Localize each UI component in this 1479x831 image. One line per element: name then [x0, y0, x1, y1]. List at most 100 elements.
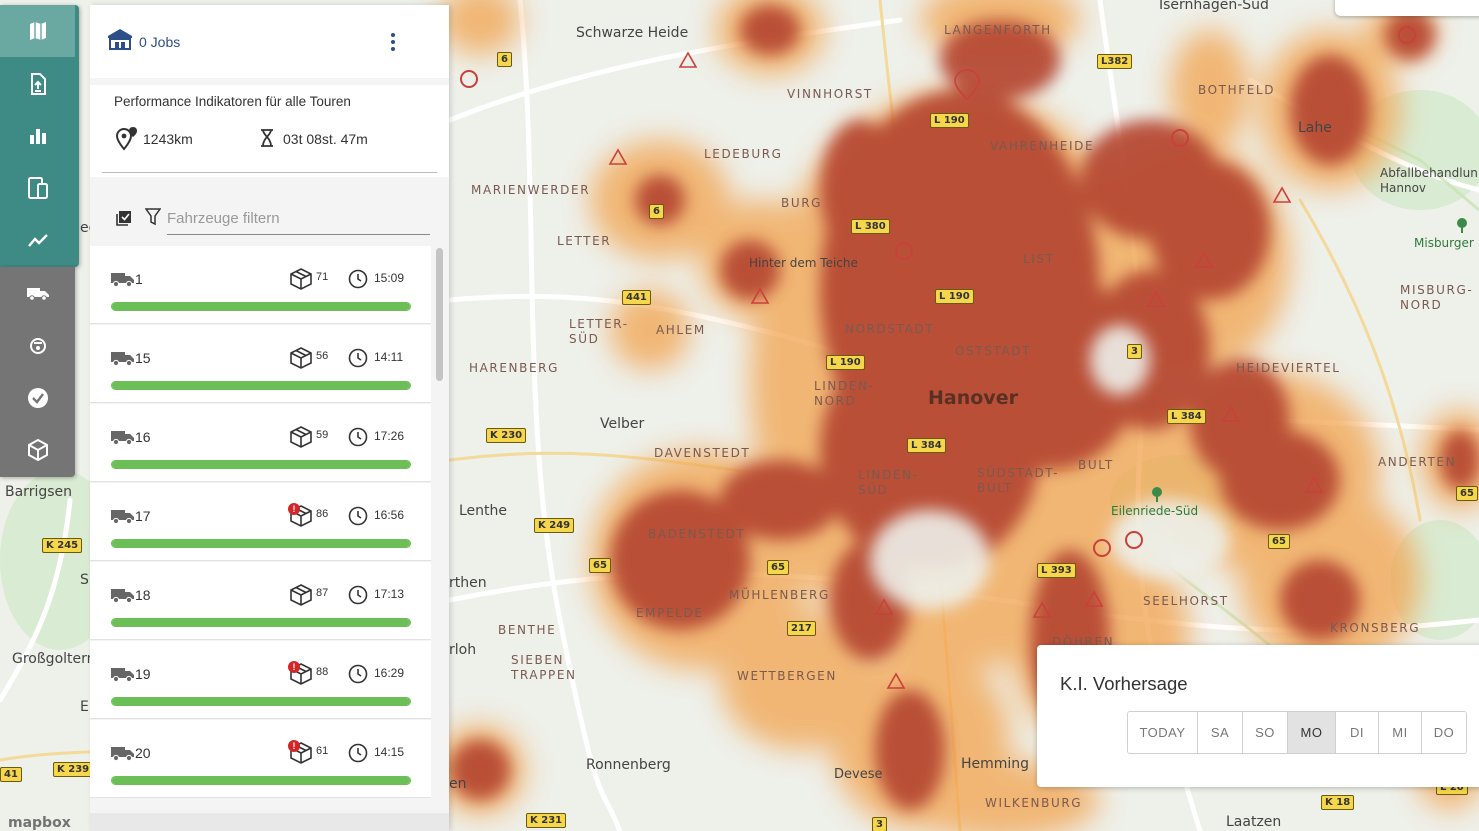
- tour-progress-fill: [112, 698, 410, 705]
- road-shield: K 231: [526, 813, 567, 828]
- truck-icon: [111, 352, 134, 367]
- map-label-misburger: Misburger: [1414, 236, 1474, 250]
- package-icon: [27, 438, 48, 462]
- package-count: 59: [316, 429, 329, 441]
- package-count: 61: [316, 745, 329, 757]
- nav-vehicles-button[interactable]: [0, 267, 75, 319]
- tour-panel: 0 Jobs Performance Indikatoren für alle …: [90, 5, 449, 831]
- map-label-isernhagen-sud: Isernhagen-Süd: [1159, 0, 1269, 13]
- map-label-laatzen: Laatzen: [1226, 814, 1282, 830]
- vehicle-row[interactable]: 20 ! 61 14:15: [90, 720, 431, 798]
- map-label-davenstedt: DAVENSTEDT: [654, 446, 751, 460]
- vehicle-filter-input[interactable]: [167, 203, 430, 235]
- nav-packages-button[interactable]: [0, 424, 75, 476]
- tour-progress-bar: [111, 539, 411, 548]
- map-label-nordstadt: NORDSTADT: [845, 322, 935, 336]
- tour-progress-bar: [111, 460, 411, 469]
- jobs-count[interactable]: 0 Jobs: [139, 34, 181, 50]
- map-label-vahrenheide: VAHRENHEIDE: [990, 139, 1095, 153]
- vehicle-id: 17: [135, 508, 151, 524]
- vehicle-row[interactable]: 17 ! 86 16:56: [90, 483, 431, 561]
- tour-end-time: 15:09: [374, 271, 405, 285]
- tour-end-time: 14:15: [374, 745, 405, 759]
- mapbox-attribution[interactable]: mapbox: [8, 815, 71, 831]
- clock-icon: [348, 585, 368, 605]
- map-label-muhlenberg: MÜHLENBERG: [729, 588, 830, 602]
- trend-line-icon: [27, 234, 48, 247]
- forecast-day-do[interactable]: DO: [1422, 712, 1466, 753]
- road-shield: 65: [767, 560, 789, 575]
- map-label-misburg-nord: MISBURG- NORD: [1400, 283, 1474, 312]
- forecast-day-today[interactable]: TODAY: [1128, 712, 1198, 753]
- package-count: 71: [316, 271, 329, 283]
- tour-progress-bar: [111, 381, 411, 390]
- tour-progress-bar: [111, 697, 411, 706]
- road-shield: K 249: [534, 518, 575, 533]
- map-top-right-control[interactable]: [1335, 0, 1479, 16]
- divider: [102, 172, 437, 173]
- map-label-empelde: EMPELDE: [636, 606, 704, 620]
- more-vert-icon[interactable]: [386, 31, 400, 53]
- vehicle-row[interactable]: 18 87 17:13: [90, 562, 431, 640]
- vehicle-row[interactable]: 16 59 17:26: [90, 404, 431, 482]
- nav-drivers-button[interactable]: [0, 320, 75, 372]
- filter-icon: [145, 208, 161, 226]
- map-label-burg: BURG: [781, 196, 823, 210]
- forecast-day-mo[interactable]: MO: [1288, 712, 1336, 753]
- map-label-letter: LETTER: [557, 234, 612, 248]
- panel-header: 0 Jobs: [90, 5, 449, 78]
- package-count: 56: [316, 350, 329, 362]
- nav-rail-primary: [0, 5, 79, 267]
- tour-progress-bar: [111, 776, 411, 785]
- nav-completed-button[interactable]: [0, 372, 75, 424]
- ai-forecast-card: K.I. Vorhersage TODAY SA SO MO DI MI DO: [1037, 645, 1479, 787]
- map-label-langenforth: LANGENFORTH: [944, 23, 1052, 37]
- tour-progress-bar: [111, 618, 411, 627]
- tour-progress-fill: [112, 382, 410, 389]
- package-count: 88: [316, 666, 329, 678]
- vehicle-row[interactable]: 1 71 15:09: [90, 246, 431, 324]
- route-distance-icon: [115, 127, 137, 151]
- map-label-velber: Velber: [600, 416, 645, 432]
- map-label-seelhorst: SEELHORST: [1143, 594, 1229, 608]
- forecast-day-sa[interactable]: SA: [1198, 712, 1243, 753]
- nav-trend-button[interactable]: [0, 214, 75, 266]
- map-label-loh: rloh: [449, 642, 477, 658]
- road-shield: L 190: [930, 113, 969, 128]
- tour-progress-fill: [112, 303, 410, 310]
- truck-icon: [111, 510, 134, 525]
- forecast-day-selector: TODAY SA SO MO DI MI DO: [1127, 711, 1467, 754]
- map-label-devese: Devese: [834, 767, 883, 782]
- map-label-hinter-dem-teiche: Hinter dem Teiche: [749, 256, 858, 270]
- horizontal-scrollbar[interactable]: [90, 813, 449, 831]
- clock-icon: [348, 506, 368, 526]
- tour-progress-fill: [112, 540, 410, 547]
- vehicle-list: 1 71 15:09 15: [90, 246, 431, 819]
- tour-progress-fill: [112, 619, 410, 626]
- package-alert-badge: !: [288, 740, 300, 752]
- tour-end-time: 17:26: [374, 429, 405, 443]
- tour-end-time: 17:13: [374, 587, 405, 601]
- nav-statistics-button[interactable]: [0, 110, 75, 162]
- vehicle-id: 15: [135, 350, 151, 366]
- forecast-day-mi[interactable]: MI: [1379, 712, 1422, 753]
- map-label-fragment-e: E: [80, 699, 89, 715]
- forecast-day-so[interactable]: SO: [1243, 712, 1288, 753]
- check-circle-icon: [27, 388, 48, 408]
- scrollbar-track: [431, 246, 449, 819]
- select-all-checkbox-icon[interactable]: [116, 210, 132, 226]
- package-alert-badge: !: [288, 503, 300, 515]
- nav-upload-button[interactable]: [0, 58, 75, 110]
- forecast-day-di[interactable]: DI: [1336, 712, 1379, 753]
- vehicle-row[interactable]: 15 56 14:11: [90, 325, 431, 403]
- nav-devices-button[interactable]: [0, 162, 75, 214]
- vehicle-row[interactable]: 19 ! 88 16:29: [90, 641, 431, 719]
- road-shield: 3: [872, 817, 887, 831]
- map-label-schwarze-heide: Schwarze Heide: [576, 25, 689, 41]
- truck-icon: [111, 747, 134, 762]
- scrollbar-thumb[interactable]: [436, 248, 443, 381]
- map-label-fragment-s: S: [80, 572, 89, 588]
- package-count: 87: [316, 587, 329, 599]
- nav-map-button[interactable]: [0, 5, 75, 57]
